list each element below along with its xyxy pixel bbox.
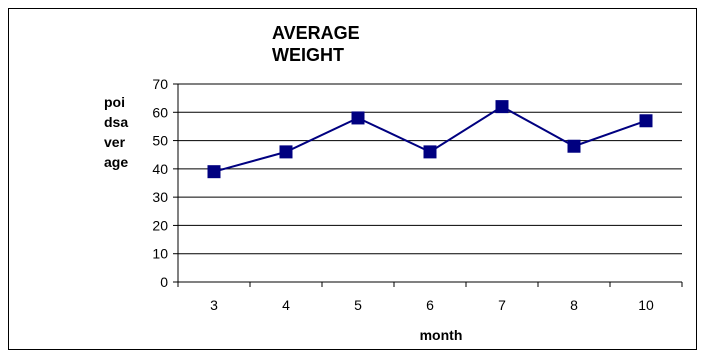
x-tick-label: 6	[426, 297, 434, 313]
series-line-path	[213, 105, 647, 173]
y-tick-label: 70	[152, 76, 168, 92]
y-tick-label: 10	[152, 246, 168, 262]
y-tick-label: 0	[160, 274, 168, 290]
series-line	[207, 100, 653, 179]
y-tick-label: 20	[152, 217, 168, 233]
data-point-marker	[207, 165, 221, 179]
y-tick-label: 60	[152, 104, 168, 120]
x-tick-label: 7	[498, 297, 506, 313]
y-axis-ticks: 0 10 20 30 40 50 60 70	[152, 76, 178, 290]
data-point-marker	[495, 100, 509, 114]
x-tick-label: 8	[570, 297, 578, 313]
y-tick-label: 30	[152, 189, 168, 205]
x-tick-label: 4	[282, 297, 290, 313]
data-point-marker	[351, 111, 365, 125]
x-tick-label: 5	[354, 297, 362, 313]
data-point-marker	[423, 145, 437, 159]
y-tick-label: 50	[152, 133, 168, 149]
data-point-marker	[279, 145, 293, 159]
x-tick-label: 3	[210, 297, 218, 313]
data-point-marker	[567, 139, 581, 153]
x-axis-ticks: 3 4 5 6 7 8 10	[177, 282, 683, 313]
chart-frame	[8, 8, 697, 350]
y-axis-label: poidsaverage	[104, 94, 129, 170]
chart-title: AVERAGE WEIGHT	[272, 23, 360, 65]
y-tick-label: 40	[152, 161, 168, 177]
x-axis-label: month	[420, 327, 463, 343]
gridlines	[177, 83, 682, 283]
data-point-marker	[639, 114, 653, 128]
x-tick-label: 10	[638, 297, 654, 313]
